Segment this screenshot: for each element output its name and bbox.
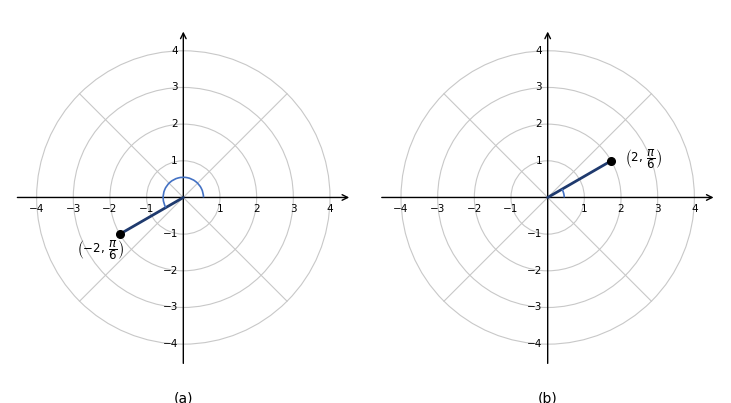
Text: −3: −3 [430, 204, 445, 214]
Text: 4: 4 [171, 46, 178, 56]
Text: (a): (a) [173, 392, 193, 403]
Text: 3: 3 [536, 83, 542, 92]
Text: −1: −1 [139, 204, 154, 214]
Text: 3: 3 [171, 83, 178, 92]
Text: −3: −3 [162, 303, 178, 312]
Text: −1: −1 [162, 229, 178, 239]
Text: −4: −4 [29, 204, 45, 214]
Text: −2: −2 [162, 266, 178, 276]
Text: −1: −1 [504, 204, 519, 214]
Text: −4: −4 [527, 339, 542, 349]
Text: −3: −3 [527, 303, 542, 312]
Text: 3: 3 [654, 204, 661, 214]
Text: 1: 1 [216, 204, 223, 214]
Text: 1: 1 [581, 204, 588, 214]
Text: 4: 4 [327, 204, 333, 214]
Text: −1: −1 [527, 229, 542, 239]
Text: −2: −2 [102, 204, 118, 214]
Text: 2: 2 [618, 204, 624, 214]
Text: $\left(2,\, \dfrac{\pi}{6}\right)$: $\left(2,\, \dfrac{\pi}{6}\right)$ [625, 147, 662, 171]
Text: 2: 2 [536, 119, 542, 129]
Text: 4: 4 [536, 46, 542, 56]
Text: 4: 4 [691, 204, 697, 214]
Text: −4: −4 [162, 339, 178, 349]
Text: −3: −3 [66, 204, 81, 214]
Text: 2: 2 [254, 204, 260, 214]
Text: 1: 1 [536, 156, 542, 166]
Text: −4: −4 [393, 204, 409, 214]
Text: 2: 2 [171, 119, 178, 129]
Text: $\left(-2,\, \dfrac{\pi}{6}\right)$: $\left(-2,\, \dfrac{\pi}{6}\right)$ [77, 239, 124, 262]
Text: (b): (b) [538, 392, 558, 403]
Text: 3: 3 [290, 204, 297, 214]
Text: −2: −2 [466, 204, 482, 214]
Text: −2: −2 [527, 266, 542, 276]
Text: 1: 1 [171, 156, 178, 166]
